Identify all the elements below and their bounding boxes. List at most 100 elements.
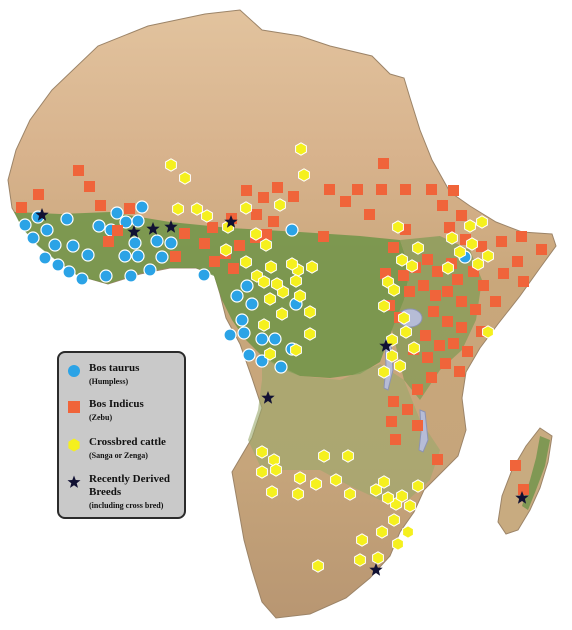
crossbred-point [318, 449, 330, 463]
map-legend: Bos taurus (Humpless) Bos Indicus (Zebu)… [57, 351, 186, 519]
taurus-point [118, 249, 132, 263]
crossbred-point [298, 168, 310, 182]
crossbred-point [400, 325, 412, 339]
indicus-point [388, 396, 399, 407]
indicus-point [179, 228, 190, 239]
indicus-point [437, 200, 448, 211]
crossbred-point [201, 209, 213, 223]
taurus-point [60, 212, 74, 226]
indicus-point [402, 404, 413, 415]
crossbred-point [370, 483, 382, 497]
crossbred-point [482, 325, 494, 339]
indicus-point [422, 352, 433, 363]
indicus-point [516, 231, 527, 242]
indicus-point [207, 222, 218, 233]
orange-square-icon [68, 401, 80, 413]
crossbred-point [472, 257, 484, 271]
indicus-point [422, 254, 433, 265]
crossbred-point [356, 533, 368, 547]
indicus-point [470, 304, 481, 315]
taurus-point [26, 231, 40, 245]
indicus-point [288, 191, 299, 202]
taurus-point [150, 234, 164, 248]
indicus-point [536, 244, 547, 255]
indicus-point [400, 224, 411, 235]
indicus-point [352, 184, 363, 195]
indicus-point [268, 216, 279, 227]
crossbred-markers [165, 142, 494, 573]
savanna-south [248, 356, 440, 500]
taurus-point [268, 332, 282, 346]
indicus-point [209, 256, 220, 267]
crossbred-point [294, 471, 306, 485]
indicus-point [234, 240, 245, 251]
indicus-point [340, 196, 351, 207]
indicus-point [512, 256, 523, 267]
crossbred-point [386, 349, 398, 363]
indicus-point [33, 189, 44, 200]
indicus-point [251, 209, 262, 220]
indicus-point [390, 434, 401, 445]
crossbred-point [482, 249, 494, 263]
derived-breed-point [146, 222, 160, 235]
crossbred-point [372, 551, 384, 565]
indicus-point [112, 225, 123, 236]
crossbred-point [172, 202, 184, 216]
taurus-point [99, 269, 113, 283]
taurus-point [255, 332, 269, 346]
indicus-point [510, 460, 521, 471]
indicus-point [73, 165, 84, 176]
derived-breed-point [127, 225, 141, 238]
taurus-point [48, 238, 62, 252]
indicus-point [364, 209, 375, 220]
indicus-point [468, 266, 479, 277]
crossbred-point [191, 202, 203, 216]
crossbred-point [342, 449, 354, 463]
crossbred-point [382, 491, 394, 505]
crossbred-point [396, 253, 408, 267]
crossbred-point [442, 261, 454, 275]
indicus-point [478, 280, 489, 291]
crossbred-point [260, 238, 272, 252]
taurus-point [237, 326, 251, 340]
taurus-point [235, 313, 249, 327]
indicus-point [432, 454, 443, 465]
taurus-point [124, 269, 138, 283]
legend-subtitle: (including cross bred) [89, 501, 164, 510]
crossbred-point [165, 158, 177, 172]
indicus-point [261, 229, 272, 240]
crossbred-point [306, 260, 318, 274]
indicus-point [376, 184, 387, 195]
crossbred-point [454, 245, 466, 259]
taurus-point [81, 248, 95, 262]
indicus-point [426, 372, 437, 383]
indicus-point [434, 340, 445, 351]
indicus-point [444, 222, 455, 233]
taurus-point [242, 348, 256, 362]
legend-title-line2: Breeds [89, 486, 122, 498]
crossbred-point [295, 142, 307, 156]
legend-title-line1: Recently Derived [89, 473, 170, 485]
indicus-point [412, 420, 423, 431]
derived-breed-point [35, 208, 49, 221]
crossbred-point [256, 445, 268, 459]
indicus-point [496, 236, 507, 247]
crossbred-point [412, 479, 424, 493]
indicus-point [388, 242, 399, 253]
taurus-point [18, 218, 32, 232]
crossbred-point [330, 473, 342, 487]
taurus-point [164, 236, 178, 250]
indicus-point [318, 231, 329, 242]
crossbred-point [270, 463, 282, 477]
crossbred-point [266, 485, 278, 499]
legend-title: Bos Indicus [89, 398, 144, 410]
crossbred-point [265, 260, 277, 274]
crossbred-point [240, 255, 252, 269]
indicus-point [170, 251, 181, 262]
bos-taurus-markers [18, 200, 472, 374]
derived-breed-point [261, 391, 275, 404]
taurus-point [240, 279, 254, 293]
crossbred-point [376, 525, 388, 539]
crossbred-point [271, 277, 283, 291]
indicus-point [456, 322, 467, 333]
